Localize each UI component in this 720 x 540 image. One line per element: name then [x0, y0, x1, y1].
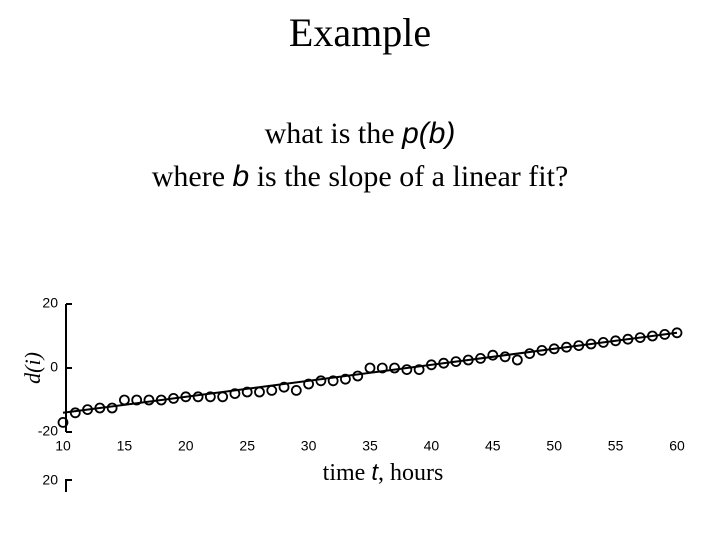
data-point: [131, 394, 143, 406]
data-point: [241, 386, 253, 398]
text-segment: where: [152, 160, 233, 193]
x-tick-label: 40: [424, 438, 440, 454]
data-point: [376, 362, 388, 374]
text-segment: b: [233, 160, 250, 193]
data-point: [82, 404, 93, 416]
data-point: [659, 328, 671, 340]
data-point: [425, 359, 437, 371]
data-point: [180, 391, 192, 403]
x-tick-label: 35: [362, 438, 378, 454]
data-point: [597, 336, 609, 348]
data-point: [511, 354, 523, 366]
x-tick-label: 20: [178, 438, 194, 454]
y-tick-label: 20: [42, 472, 58, 488]
x-tick-label: 55: [608, 438, 624, 454]
y-tick-label: 0: [50, 359, 58, 375]
data-point: [340, 373, 351, 385]
data-point: [561, 341, 572, 353]
data-point: [229, 388, 241, 400]
data-point: [548, 343, 560, 355]
y-axis-label: d(i): [20, 352, 45, 384]
x-tick-label: 45: [485, 438, 501, 454]
data-point: [94, 402, 106, 414]
data-point: [647, 330, 658, 342]
data-point: [290, 384, 302, 396]
data-point: [499, 351, 511, 363]
data-point: [315, 375, 327, 387]
data-point: [524, 348, 536, 360]
data-point: [192, 391, 204, 403]
data-point: [352, 370, 364, 382]
data-point: [389, 362, 400, 374]
data-point: [217, 391, 229, 403]
data-point: [168, 392, 179, 404]
data-point: [106, 402, 118, 414]
data-point: [573, 340, 585, 352]
x-axis-label: time t, hours: [323, 459, 444, 486]
x-tick-label: 25: [239, 438, 255, 454]
y-tick-label: 20: [42, 295, 58, 311]
data-point: [634, 332, 646, 344]
x-tick-label: 15: [117, 438, 133, 454]
data-point: [204, 391, 216, 403]
data-point: [327, 375, 339, 387]
question-line: what is the p(b): [265, 117, 456, 150]
text-segment: what is the: [265, 117, 402, 150]
text-segment: , hours: [378, 460, 443, 486]
data-point: [671, 327, 683, 339]
text-segment: is the slope of a linear fit?: [249, 160, 568, 193]
data-point: [364, 362, 376, 374]
slide-title: Example: [289, 10, 431, 55]
text-segment: time: [323, 460, 372, 486]
data-point: [475, 352, 486, 364]
data-point: [413, 364, 425, 376]
data-point: [278, 381, 290, 393]
x-tick-label: 10: [55, 438, 71, 454]
text-segment: t: [371, 459, 379, 486]
question-line: where b is the slope of a linear fit?: [152, 160, 569, 193]
plot: -20 0 20 10 15 20 25 30 35 40 45 50 55 60 20: [38, 295, 685, 492]
data-point: [585, 338, 597, 350]
data-point: [610, 335, 621, 347]
data-point: [69, 407, 81, 419]
data-point: [143, 394, 155, 406]
y-tick-label: -20: [38, 423, 58, 439]
x-tick-label: 30: [301, 438, 317, 454]
data-point: [401, 364, 413, 376]
data-point: [462, 354, 474, 366]
data-point: [266, 384, 278, 396]
x-tick-label: 50: [546, 438, 562, 454]
text-segment: p(b): [401, 117, 455, 150]
data-point: [450, 356, 462, 368]
data-point: [438, 357, 450, 369]
x-tick-label: 60: [669, 438, 685, 454]
data-point: [119, 394, 130, 406]
data-point: [622, 333, 634, 345]
data-point: [155, 394, 167, 406]
data-point: [254, 386, 265, 398]
data-point: [487, 349, 499, 361]
data-point: [536, 344, 548, 356]
data-point: [303, 378, 315, 390]
data-point: [57, 416, 69, 428]
